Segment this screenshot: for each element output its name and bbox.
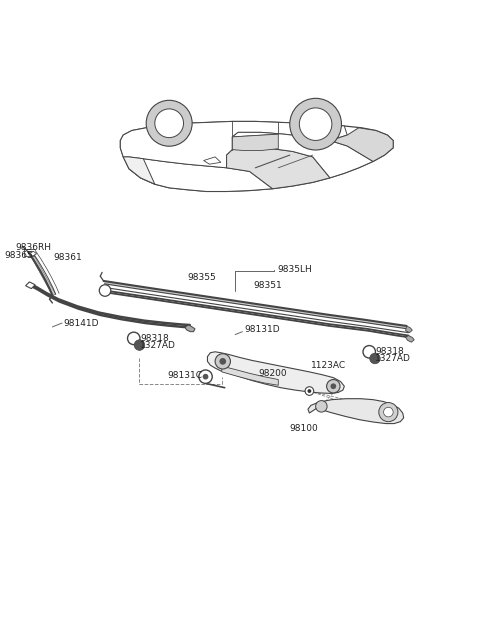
- Polygon shape: [227, 148, 330, 189]
- Polygon shape: [406, 326, 412, 333]
- Text: 98100: 98100: [290, 424, 319, 433]
- Polygon shape: [308, 399, 404, 424]
- Text: 1327AD: 1327AD: [375, 354, 411, 364]
- Polygon shape: [120, 122, 393, 191]
- Polygon shape: [105, 290, 409, 337]
- Circle shape: [370, 353, 380, 364]
- Circle shape: [146, 100, 192, 146]
- Polygon shape: [28, 251, 56, 295]
- Text: 98200: 98200: [258, 369, 287, 378]
- Circle shape: [305, 387, 314, 396]
- Circle shape: [379, 403, 398, 422]
- Polygon shape: [25, 282, 35, 288]
- Polygon shape: [129, 159, 273, 191]
- Circle shape: [219, 358, 226, 365]
- Text: 98355: 98355: [187, 273, 216, 282]
- Circle shape: [134, 340, 145, 350]
- Circle shape: [128, 332, 140, 345]
- Text: 9836RH: 9836RH: [15, 243, 51, 252]
- Polygon shape: [232, 132, 373, 178]
- Text: 98351: 98351: [253, 282, 282, 290]
- Polygon shape: [232, 134, 278, 150]
- Circle shape: [215, 354, 230, 369]
- Circle shape: [203, 374, 208, 379]
- Polygon shape: [120, 122, 347, 168]
- Circle shape: [384, 408, 393, 417]
- Circle shape: [300, 108, 332, 140]
- Circle shape: [330, 383, 336, 389]
- Circle shape: [308, 389, 312, 393]
- Text: 98318: 98318: [141, 334, 169, 343]
- Text: 98361: 98361: [53, 253, 82, 261]
- Polygon shape: [204, 157, 221, 164]
- Text: 98365: 98365: [4, 251, 33, 260]
- Text: 98141D: 98141D: [63, 319, 98, 327]
- Text: 1123AC: 1123AC: [311, 361, 346, 370]
- Circle shape: [199, 370, 212, 383]
- Polygon shape: [29, 283, 191, 327]
- Polygon shape: [29, 251, 36, 256]
- Text: 9835LH: 9835LH: [277, 265, 312, 274]
- Circle shape: [316, 401, 327, 412]
- Text: 98131C: 98131C: [167, 371, 202, 380]
- Circle shape: [363, 345, 375, 358]
- Text: 98318: 98318: [375, 347, 404, 356]
- Polygon shape: [104, 281, 408, 329]
- Polygon shape: [185, 325, 195, 332]
- Circle shape: [155, 109, 183, 137]
- Text: 98131D: 98131D: [245, 325, 280, 334]
- Polygon shape: [123, 157, 155, 184]
- Polygon shape: [406, 335, 414, 342]
- Circle shape: [326, 379, 340, 393]
- Polygon shape: [330, 128, 393, 161]
- Text: 1327AD: 1327AD: [141, 341, 176, 350]
- Circle shape: [99, 285, 111, 297]
- Circle shape: [290, 98, 341, 150]
- Polygon shape: [222, 366, 278, 386]
- Polygon shape: [207, 352, 344, 393]
